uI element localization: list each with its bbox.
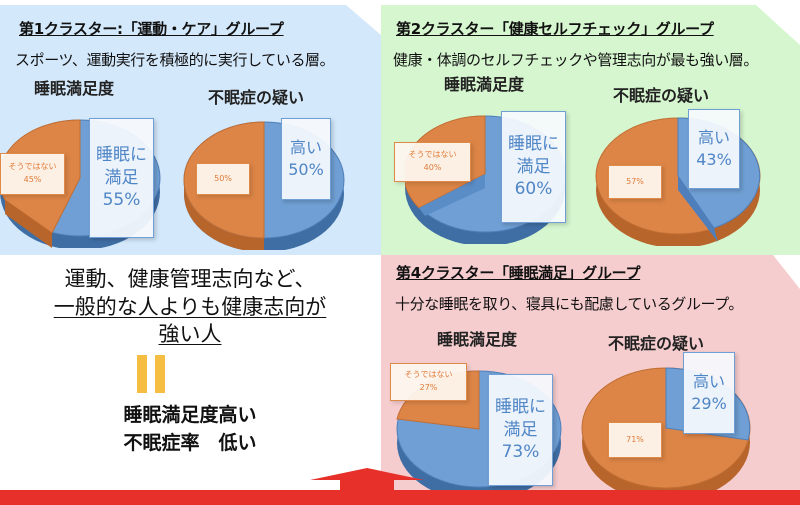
label-category: そうではない [8, 162, 57, 172]
label-category: そうではない [408, 150, 457, 160]
cluster4-insomnia-blue-label: 高い 29% [683, 352, 735, 434]
cluster1-satisfaction-orange-label: そうではない 45% [0, 153, 65, 195]
label-value: 71% [626, 434, 644, 444]
label-category: 高い [289, 138, 322, 158]
cluster4-title: 第4クラスター「睡眠満足」グループ [396, 264, 641, 282]
label-category: 睡眠に [495, 396, 546, 417]
cluster1-satisfaction-title: 睡眠満足度 [34, 79, 115, 98]
summary-line2: 一般的な人よりも健康志向が [53, 295, 327, 319]
cluster4-satisfaction-blue-label: 睡眠に 満足 73% [488, 374, 553, 486]
label-category: 睡眠に [96, 144, 147, 165]
label-value: 43% [696, 150, 732, 169]
cluster2-satisfaction-title: 睡眠満足度 [444, 75, 525, 94]
label-value: 57% [626, 176, 644, 186]
label-value: 50% [288, 160, 324, 179]
summary-line1: 運動、健康管理志向など、 [64, 267, 316, 291]
label-value: 29% [691, 394, 727, 413]
label-value: 50% [214, 173, 232, 183]
label-category: 高い [697, 128, 730, 148]
cluster4-description: 十分な睡眠を取り、寝具にも配慮しているグループ。 [395, 295, 744, 313]
label-category-2: 満足 [516, 156, 551, 177]
cluster4-satisfaction-orange-label: そうではない 27% [390, 363, 467, 401]
label-category-2: 満足 [503, 419, 538, 440]
cluster1-satisfaction-blue-label: 睡眠に 満足 55% [89, 118, 154, 238]
label-category: そうではない [404, 370, 453, 380]
label-category: 睡眠に [508, 133, 559, 154]
cluster4-insomnia-title: 不眠症の疑い [608, 334, 705, 353]
cluster4-satisfaction-title: 睡眠満足度 [437, 330, 518, 349]
cluster2-title: 第2クラスター「健康セルフチェック」グループ [396, 20, 714, 38]
cluster2-insomnia-title: 不眠症の疑い [613, 86, 710, 105]
label-value: 45% [23, 175, 42, 184]
label-value: 55% [102, 190, 141, 211]
equals-sign [137, 355, 165, 393]
cluster2-satisfaction-orange-label: そうではない 40% [394, 142, 471, 182]
cluster2-insomnia-orange-label: 57% [608, 165, 662, 199]
cluster1-insomnia-blue-label: 高い 50% [281, 118, 331, 200]
cluster1-insomnia-orange-label: 50% [196, 163, 250, 195]
label-value: 73% [501, 442, 540, 463]
conclusion-line1: 睡眠満足度高い [123, 404, 257, 426]
conclusion-line2: 不眠症率 低い [123, 432, 257, 454]
cluster2-satisfaction-blue-label: 睡眠に 満足 60% [501, 111, 566, 223]
cluster4-insomnia-orange-label: 71% [608, 422, 662, 458]
cluster1-title: 第1クラスター:「運動・ケア」グループ [19, 20, 284, 38]
cluster2-insomnia-blue-label: 高い 43% [688, 109, 740, 189]
cluster1-description: スポーツ、運動実行を積極的に実行している層。 [15, 51, 335, 69]
label-category: 高い [692, 372, 725, 392]
cluster2-description: 健康・体調のセルフチェックや管理志向が最も強い層。 [393, 51, 759, 69]
label-value: 40% [423, 163, 442, 172]
label-value: 60% [514, 179, 553, 200]
cluster1-insomnia-title: 不眠症の疑い [208, 88, 305, 107]
label-value: 27% [419, 383, 438, 392]
summary-line3: 強い人 [158, 322, 222, 346]
label-category-2: 満足 [104, 167, 139, 188]
